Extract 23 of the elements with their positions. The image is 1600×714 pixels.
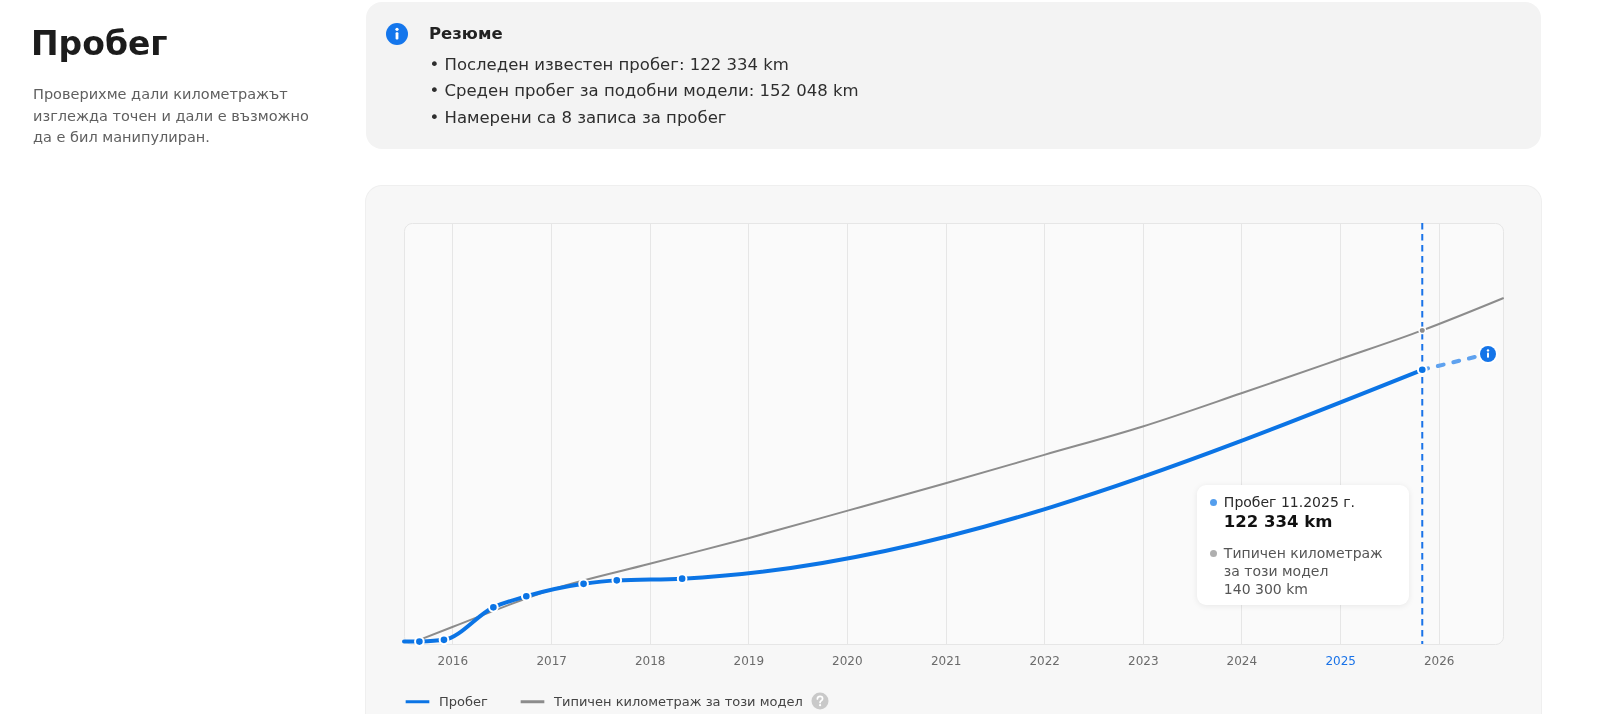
text: • Среден пробег за подобни модели: 152 048 km [429, 80, 859, 103]
text: • Намерени са 8 записа за пробег [429, 106, 727, 129]
annotation: 140 300 km [1223, 580, 1308, 598]
x-tick-label: 2025 [1325, 653, 1356, 668]
x-tick-label: 2024 [1226, 653, 1258, 668]
text: Резюме [429, 23, 503, 45]
text: Проверихме дали километражът изглежда точен и дали е възможно да е бил манипулиран. [33, 85, 309, 147]
legend-label: Пробег [439, 693, 488, 709]
x-tick-label: 2017 [536, 653, 567, 668]
annotation: Пробег 11.2025 г. [1223, 493, 1356, 512]
x-tick-label: 2020 [832, 653, 863, 668]
text: Пробег [31, 23, 168, 64]
x-tick-label: 2018 [634, 653, 666, 668]
legend-label: Типичен километраж за този модел [553, 693, 803, 709]
x-tick-label: 2021 [930, 653, 962, 668]
x-tick-label: 2016 [437, 653, 469, 668]
x-tick-label: 2022 [1029, 653, 1060, 668]
x-tick-label: 2019 [733, 653, 765, 668]
annotation: 122 334 km [1223, 511, 1333, 532]
annotation: Типичен километраж за този модел [1223, 544, 1384, 581]
x-tick-label: 2026 [1423, 653, 1455, 668]
text: • Последен известен пробег: 122 334 km [429, 53, 789, 76]
x-tick-label: 2023 [1128, 653, 1159, 668]
